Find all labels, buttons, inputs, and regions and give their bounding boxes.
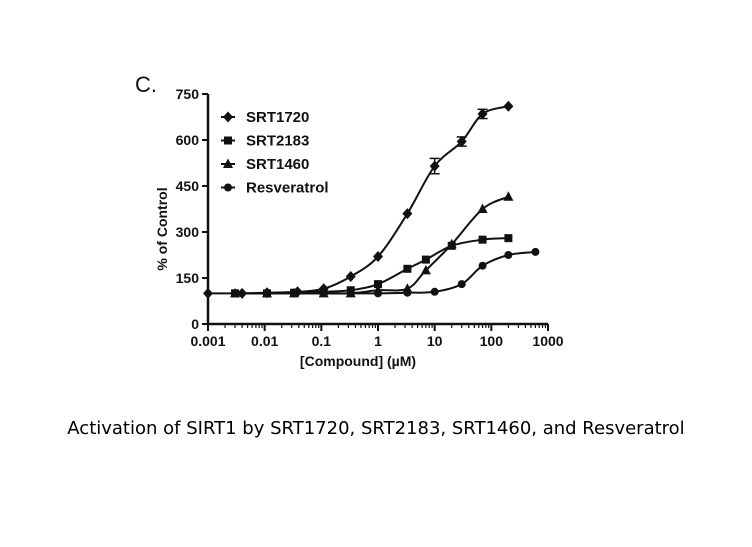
data-point-srt2183 [504, 234, 513, 243]
y-axis-label: % of Control [154, 187, 170, 270]
y-tick-label: 600 [176, 132, 200, 148]
y-tick-label: 150 [176, 270, 200, 286]
data-point-srt1720 [456, 136, 467, 148]
data-point-resveratrol [531, 247, 540, 256]
legend-marker-srt2183 [224, 136, 232, 145]
data-point-resveratrol [263, 289, 272, 298]
series-line-srt2183 [235, 237, 509, 295]
data-point-resveratrol [504, 251, 513, 259]
data-point-resveratrol [374, 289, 382, 298]
data-point-resveratrol [478, 261, 487, 270]
data-point-resveratrol [231, 289, 240, 298]
series-line-resveratrol [235, 250, 536, 295]
legend-label-srt1460: SRT1460 [246, 156, 309, 173]
data-point-srt1720 [402, 208, 413, 220]
plot-area: 0 150 300 450 600 750 0.001 0.01 0.1 1 10 100 1000 [C… [154, 86, 564, 369]
x-axis-label: [Compound] (µM) [300, 353, 416, 369]
data-point-srt2183 [421, 255, 430, 264]
x-tick-label: 10 [427, 333, 443, 349]
panel-label: C. [135, 72, 157, 97]
x-tick-label: 100 [480, 333, 504, 349]
data-point-srt2183 [478, 235, 487, 244]
data-point-resveratrol [430, 287, 439, 296]
data-point-srt2183 [403, 264, 412, 273]
legend-marker-srt1460 [223, 158, 233, 168]
figure-caption: Activation of SIRT1 by SRT1720, SRT2183,… [67, 418, 685, 439]
data-point-resveratrol [403, 288, 412, 297]
data-point-resveratrol [319, 289, 328, 298]
legend-label-srt2183: SRT2183 [246, 133, 309, 150]
y-tick-label: 0 [191, 316, 199, 332]
x-tick-label: 1000 [532, 333, 563, 349]
legend-marker-resveratrol [224, 183, 232, 192]
data-point-resveratrol [346, 289, 355, 298]
y-tick-label: 750 [176, 86, 200, 102]
data-point-srt1720 [373, 251, 383, 263]
chart-svg: C. 0 150 300 450 600 750 0.001 0.01 0.1 1 10 100 100… [135, 72, 564, 369]
data-point-srt1720 [345, 270, 356, 282]
data-point-srt1720 [429, 160, 440, 172]
data-point-resveratrol [290, 289, 299, 298]
data-point-srt1720 [503, 100, 514, 112]
x-tick-label: 0.001 [190, 333, 225, 349]
legend-label-resveratrol: Resveratrol [246, 180, 329, 197]
data-point-srt1460 [446, 238, 457, 249]
legend-marker-srt1720 [223, 111, 233, 123]
y-tick-label: 450 [176, 178, 200, 194]
legend-label-srt1720: SRT1720 [246, 109, 309, 126]
x-tick-label: 0.1 [312, 333, 332, 349]
data-point-srt1460 [420, 264, 431, 275]
data-point-srt1460 [477, 203, 488, 213]
x-tick-label: 1 [374, 333, 382, 349]
data-point-srt1460 [503, 191, 514, 201]
x-tick-label: 0.01 [251, 333, 278, 349]
data-point-srt1720 [477, 108, 488, 120]
data-point-srt2183 [374, 280, 382, 289]
data-point-srt1720 [203, 287, 213, 299]
data-point-resveratrol [457, 280, 466, 289]
y-tick-label: 300 [176, 224, 200, 240]
